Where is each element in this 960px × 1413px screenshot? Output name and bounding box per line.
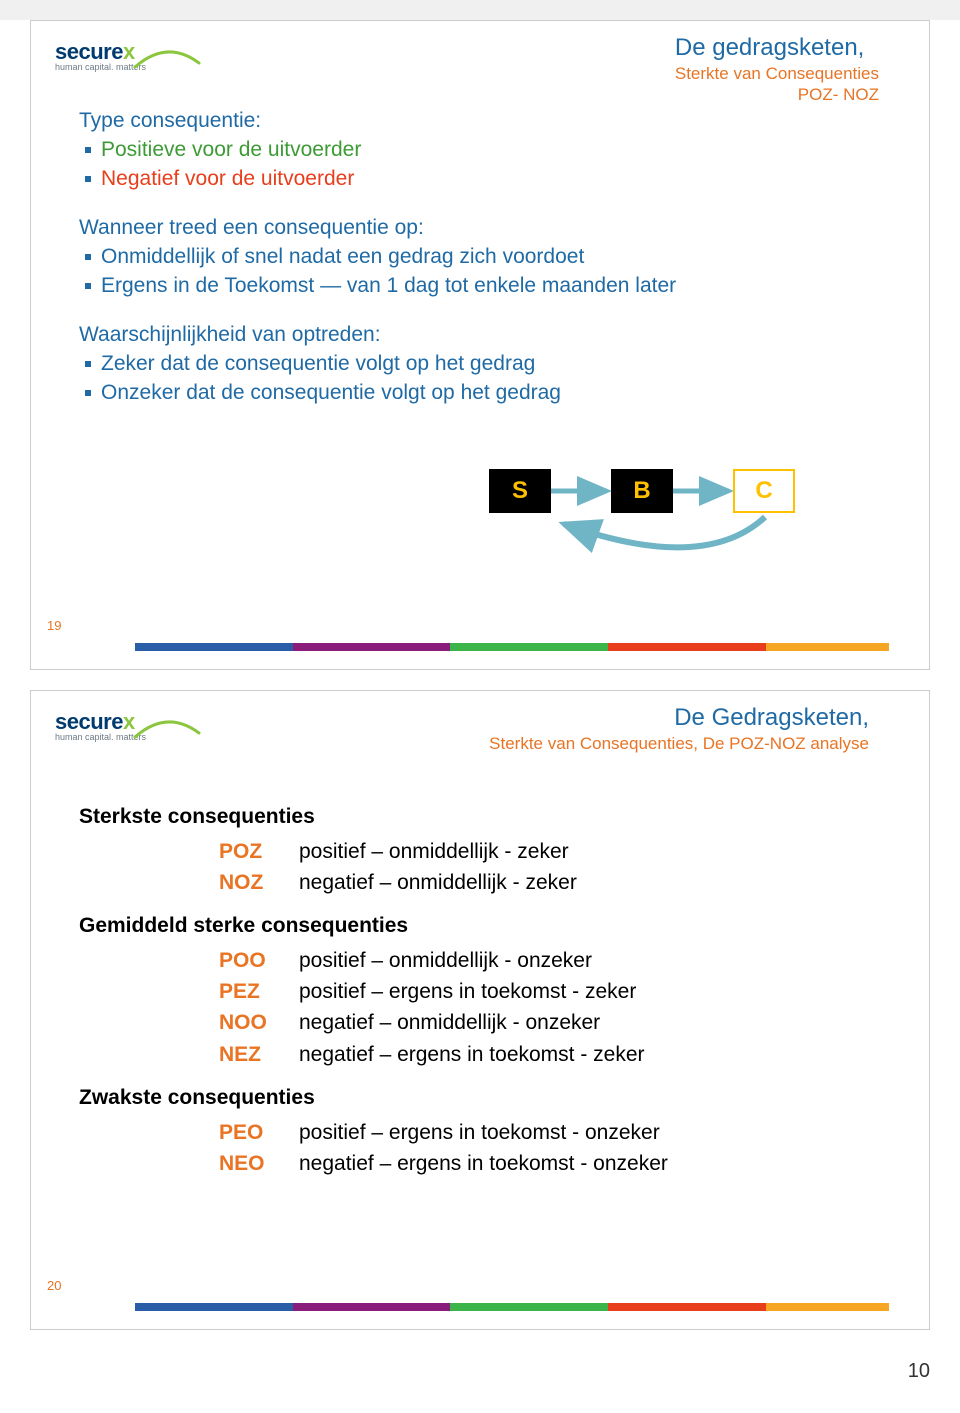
acro-code: NOO [219,1007,299,1038]
slide-body: Type consequentie: Positieve voor de uit… [79,101,881,408]
brand-name: securex [55,39,135,64]
group-head-strongest: Sterkste consequenties [79,801,899,832]
acro-code: PEO [219,1117,299,1148]
section-head-when: Wanneer treed een consequentie op: [79,214,881,243]
acro-row: NOO negatief – onmiddellijk - onzeker [219,1007,899,1038]
section-head-type: Type consequentie: [79,107,881,136]
acro-code: NEZ [219,1039,299,1070]
acro-desc: negatief – onmiddellijk - onzeker [299,1007,600,1038]
bullet-dot-icon [85,390,91,396]
bullet-text: Negatief voor de uitvoerder [101,165,354,194]
brand-name: securex [55,709,135,734]
bullet-dot-icon [85,254,91,260]
acro-code: NOZ [219,867,299,898]
acro-code: POZ [219,836,299,867]
acro-code: NEO [219,1148,299,1179]
slide-title: De gedragsketen, [675,33,879,63]
bullet-text: Ergens in de Toekomst — van 1 dag tot en… [101,272,676,301]
acro-row: NEO negatief – ergens in toekomst - onze… [219,1148,899,1179]
swoosh-icon [133,715,201,745]
acro-desc: positief – ergens in toekomst - onzeker [299,1117,660,1148]
page-number: 10 [0,1350,960,1413]
brand-logo: securex human capital. matters [55,39,205,85]
acro-code: POO [219,945,299,976]
bullet-immediate: Onmiddellijk of snel nadat een gedrag zi… [85,243,881,272]
brand-name-main: secure [55,709,123,734]
footer-color-bars [135,1303,889,1311]
section-head-probability: Waarschijnlijkheid van optreden: [79,321,881,350]
slide-number: 19 [47,618,61,633]
sbc-box-b: B [611,469,673,513]
brand-name-main: secure [55,39,123,64]
acro-row: NOZ negatief – onmiddellijk - zeker [219,867,899,898]
group-head-medium: Gemiddeld sterke consequenties [79,910,899,941]
bullet-text: Onzeker dat de consequentie volgt op het… [101,379,561,408]
slide-title-block: De Gedragsketen, Sterkte van Consequenti… [489,703,869,754]
bullet-future: Ergens in de Toekomst — van 1 dag tot en… [85,272,881,301]
acro-row: POZ positief – onmiddellijk - zeker [219,836,899,867]
acro-row: POO positief – onmiddellijk - onzeker [219,945,899,976]
slide-body: Sterkste consequenties POZ positief – on… [79,789,899,1179]
bullet-dot-icon [85,361,91,367]
acro-desc: positief – ergens in toekomst - zeker [299,976,636,1007]
bullet-dot-icon [85,283,91,289]
acro-code: PEZ [219,976,299,1007]
bullet-negative: Negatief voor de uitvoerder [85,165,881,194]
bullet-text: Onmiddellijk of snel nadat een gedrag zi… [101,243,584,272]
slide-subtitle: Sterkte van Consequenties, De POZ-NOZ an… [489,733,869,754]
acro-row: NEZ negatief – ergens in toekomst - zeke… [219,1039,899,1070]
sbc-diagram: S B C [489,469,809,579]
slide-subtitle-1: Sterkte van Consequenties [675,63,879,84]
acro-desc: positief – onmiddellijk - zeker [299,836,569,867]
slide-title-block: De gedragsketen, Sterkte van Consequenti… [675,33,879,106]
slide-20: securex human capital. matters De Gedrag… [30,690,930,1330]
acro-desc: negatief – onmiddellijk - zeker [299,867,577,898]
brand-logo: securex human capital. matters [55,709,205,755]
slide-title: De Gedragsketen, [489,703,869,733]
slide-19: securex human capital. matters De gedrag… [30,20,930,670]
acro-desc: negatief – ergens in toekomst - zeker [299,1039,645,1070]
group-head-weakest: Zwakste consequenties [79,1082,899,1113]
footer-color-bars [135,643,889,651]
swoosh-icon [133,45,201,75]
sbc-box-s: S [489,469,551,513]
bullet-positive: Positieve voor de uitvoerder [85,136,881,165]
acro-desc: negatief – ergens in toekomst - onzeker [299,1148,668,1179]
bullet-certain: Zeker dat de consequentie volgt op het g… [85,350,881,379]
acro-row: PEO positief – ergens in toekomst - onze… [219,1117,899,1148]
slide-number: 20 [47,1278,61,1293]
bullet-dot-icon [85,147,91,153]
bullet-uncertain: Onzeker dat de consequentie volgt op het… [85,379,881,408]
bullet-text: Zeker dat de consequentie volgt op het g… [101,350,535,379]
acro-row: PEZ positief – ergens in toekomst - zeke… [219,976,899,1007]
bullet-text: Positieve voor de uitvoerder [101,136,361,165]
sbc-box-c: C [733,469,795,513]
bullet-dot-icon [85,176,91,182]
acro-desc: positief – onmiddellijk - onzeker [299,945,592,976]
